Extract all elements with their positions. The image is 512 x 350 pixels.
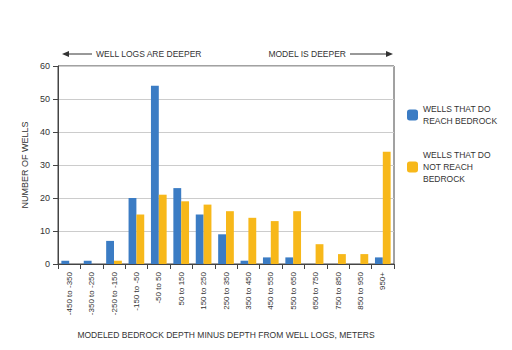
svg-text:850 to 950: 850 to 950 [356, 271, 365, 309]
svg-text:950+: 950+ [378, 272, 387, 290]
svg-text:WELLS THAT DO: WELLS THAT DO [423, 150, 493, 160]
svg-text:650 to 750: 650 to 750 [311, 271, 320, 309]
svg-text:-50 to 50: -50 to 50 [154, 271, 163, 303]
svg-text:450 to 550: 450 to 550 [266, 271, 275, 309]
svg-text:20: 20 [40, 193, 50, 203]
svg-text:60: 60 [40, 61, 50, 71]
svg-text:-250 to -150: -250 to -150 [110, 271, 119, 315]
svg-text:REACH BEDROCK: REACH BEDROCK [423, 116, 497, 126]
svg-text:10: 10 [40, 226, 50, 236]
svg-text:350 to 450: 350 to 450 [244, 271, 253, 309]
svg-text:NUMBER OF WELLS: NUMBER OF WELLS [20, 121, 30, 208]
svg-text:WELLS THAT DO: WELLS THAT DO [423, 104, 493, 114]
svg-text:-450 to -350: -450 to -350 [65, 271, 74, 315]
svg-text:MODEL IS DEEPER: MODEL IS DEEPER [268, 49, 346, 59]
svg-text:0: 0 [45, 259, 50, 269]
svg-text:WELL LOGS ARE DEEPER: WELL LOGS ARE DEEPER [96, 49, 202, 59]
svg-text:30: 30 [40, 160, 50, 170]
svg-text:-150 to -50: -150 to -50 [132, 271, 141, 310]
svg-text:-350 to -250: -350 to -250 [87, 271, 96, 315]
svg-text:50 to 150: 50 to 150 [177, 271, 186, 305]
svg-text:750 to 850: 750 to 850 [334, 271, 343, 309]
svg-text:550 to 650: 550 to 650 [289, 271, 298, 309]
svg-text:150 to 250: 150 to 250 [199, 271, 208, 309]
svg-text:MODELED BEDROCK DEPTH MINUS DE: MODELED BEDROCK DEPTH MINUS DEPTH FROM W… [77, 330, 375, 340]
svg-text:BEDROCK: BEDROCK [423, 174, 465, 184]
svg-text:250 to 350: 250 to 350 [222, 271, 231, 309]
svg-text:NOT REACH: NOT REACH [423, 162, 475, 172]
svg-text:40: 40 [40, 127, 50, 137]
svg-text:50: 50 [40, 94, 50, 104]
